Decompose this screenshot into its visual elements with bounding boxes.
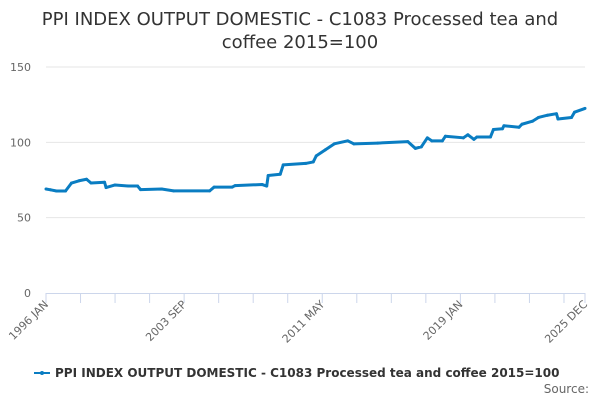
data-point xyxy=(104,186,108,190)
data-point xyxy=(500,127,504,131)
x-tick-label: 1996 JAN xyxy=(6,298,51,343)
data-point xyxy=(430,139,434,143)
data-point xyxy=(212,185,216,189)
data-point xyxy=(172,189,176,193)
series-line xyxy=(45,107,586,193)
legend-marker-icon xyxy=(40,371,44,375)
data-point xyxy=(376,141,380,145)
data-point xyxy=(314,154,318,158)
data-point xyxy=(139,188,143,192)
data-point xyxy=(136,184,140,188)
data-point xyxy=(208,189,212,193)
data-point xyxy=(530,119,534,123)
data-point xyxy=(103,180,107,184)
data-point xyxy=(64,189,68,193)
data-point xyxy=(281,163,285,167)
data-point xyxy=(304,161,308,165)
data-point xyxy=(425,136,429,140)
data-point xyxy=(230,185,234,189)
data-point xyxy=(475,135,479,139)
data-point xyxy=(332,142,336,146)
data-point xyxy=(440,139,444,143)
data-point xyxy=(346,139,350,143)
data-point xyxy=(70,181,74,185)
data-point xyxy=(265,184,269,188)
data-point xyxy=(160,187,164,191)
y-tick-label: 50 xyxy=(17,212,31,225)
data-point xyxy=(472,137,476,141)
data-point xyxy=(44,187,48,191)
data-point xyxy=(545,113,549,117)
data-point xyxy=(466,133,470,137)
x-tick-label: 2025 DEC xyxy=(542,298,590,346)
data-point xyxy=(569,115,573,119)
data-point xyxy=(352,142,356,146)
data-point xyxy=(556,117,560,121)
data-point xyxy=(89,181,93,185)
data-point xyxy=(77,179,81,183)
data-point xyxy=(554,112,558,116)
data-point xyxy=(502,124,506,128)
data-point xyxy=(413,146,417,150)
data-point xyxy=(85,177,89,181)
x-tick-label: 2003 SEP xyxy=(143,298,189,344)
data-point xyxy=(311,160,315,164)
data-point xyxy=(260,183,264,187)
data-point xyxy=(278,172,282,176)
data-point xyxy=(488,135,492,139)
legend-label: PPI INDEX OUTPUT DOMESTIC - C1083 Proces… xyxy=(55,366,559,380)
data-point xyxy=(406,140,410,144)
data-point xyxy=(583,106,587,110)
data-point xyxy=(491,128,495,132)
data-point xyxy=(443,134,447,138)
data-point xyxy=(536,115,540,119)
data-point xyxy=(520,122,524,126)
x-tick-label: 2019 JAN xyxy=(421,298,466,343)
data-point xyxy=(572,110,576,114)
chart-title-line-2: coffee 2015=100 xyxy=(222,32,378,53)
y-tick-label: 100 xyxy=(10,136,31,149)
data-point xyxy=(127,184,131,188)
data-point xyxy=(55,189,59,193)
legend[interactable]: PPI INDEX OUTPUT DOMESTIC - C1083 Proces… xyxy=(34,366,559,380)
x-tick-label: 2011 MAY xyxy=(280,298,328,346)
data-point xyxy=(266,173,270,177)
data-point xyxy=(419,145,423,149)
data-point xyxy=(461,136,465,140)
y-tick-label: 150 xyxy=(10,61,31,74)
data-point xyxy=(517,125,521,129)
chart-title-line-1: PPI INDEX OUTPUT DOMESTIC - C1083 Proces… xyxy=(42,9,558,30)
data-point xyxy=(113,183,117,187)
y-tick-label: 0 xyxy=(24,287,31,300)
source-label: Source: xyxy=(544,382,589,396)
data-point xyxy=(323,148,327,152)
data-point xyxy=(49,188,53,192)
data-point xyxy=(233,184,237,188)
